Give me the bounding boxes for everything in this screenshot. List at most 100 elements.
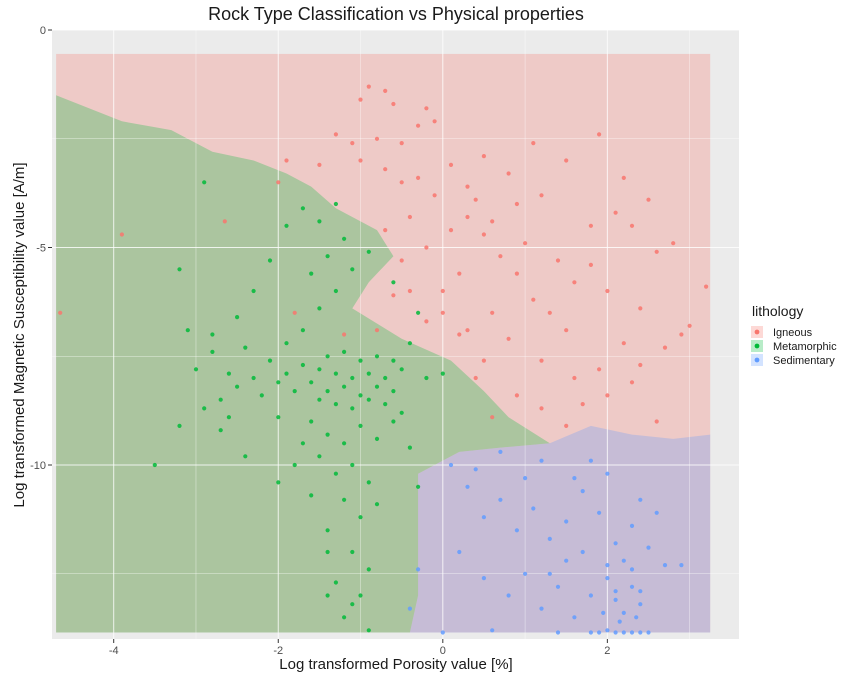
- point-sedimentary: [580, 489, 585, 494]
- region-igneous: [56, 53, 711, 633]
- point-metamorphic: [416, 310, 421, 315]
- point-metamorphic: [358, 515, 363, 520]
- point-metamorphic: [325, 528, 330, 533]
- point-igneous: [646, 197, 651, 202]
- point-igneous: [473, 375, 478, 381]
- point-igneous: [490, 415, 495, 420]
- point-igneous: [481, 232, 486, 237]
- point-metamorphic: [333, 402, 338, 407]
- point-igneous: [580, 402, 585, 407]
- point-igneous: [490, 219, 495, 224]
- point-metamorphic: [317, 306, 322, 311]
- point-igneous: [366, 84, 371, 89]
- point-metamorphic: [366, 371, 371, 376]
- point-igneous: [654, 419, 659, 424]
- point-igneous: [704, 284, 709, 289]
- point-igneous: [547, 310, 552, 315]
- point-sedimentary: [498, 449, 503, 454]
- point-igneous: [276, 180, 281, 185]
- point-metamorphic: [243, 345, 248, 350]
- y-tick-label: -5: [36, 243, 46, 255]
- point-sedimentary: [531, 506, 536, 511]
- point-metamorphic: [284, 223, 289, 228]
- decision-regions: [56, 53, 711, 633]
- point-sedimentary: [547, 571, 552, 576]
- point-igneous: [498, 254, 503, 259]
- point-igneous: [490, 310, 495, 315]
- point-metamorphic: [276, 480, 281, 485]
- point-metamorphic: [210, 349, 215, 354]
- point-igneous: [465, 328, 470, 333]
- point-igneous: [588, 223, 594, 228]
- point-sedimentary: [646, 630, 651, 635]
- point-metamorphic: [342, 497, 347, 502]
- point-metamorphic: [366, 249, 371, 254]
- point-metamorphic: [350, 406, 355, 411]
- point-igneous: [572, 375, 577, 381]
- point-metamorphic: [399, 367, 404, 372]
- point-metamorphic: [358, 393, 363, 398]
- point-metamorphic: [366, 567, 371, 572]
- point-metamorphic: [333, 471, 338, 476]
- point-igneous: [514, 201, 520, 207]
- point-igneous: [432, 193, 437, 198]
- point-igneous: [383, 167, 388, 172]
- point-sedimentary: [638, 497, 643, 502]
- point-sedimentary: [473, 467, 478, 472]
- point-igneous: [374, 328, 380, 333]
- point-igneous: [465, 184, 470, 189]
- point-metamorphic: [350, 267, 355, 272]
- point-metamorphic: [366, 480, 371, 485]
- point-metamorphic: [185, 328, 190, 333]
- gridlines: [52, 29, 739, 639]
- point-igneous: [588, 262, 594, 267]
- point-igneous: [629, 223, 635, 228]
- point-igneous: [523, 241, 528, 246]
- legend-dot-igneous: [754, 329, 760, 335]
- point-metamorphic: [317, 219, 322, 224]
- point-igneous: [555, 258, 561, 263]
- point-igneous: [358, 158, 363, 163]
- point-metamorphic: [267, 258, 273, 263]
- point-sedimentary: [572, 476, 577, 481]
- point-metamorphic: [226, 415, 231, 420]
- point-igneous: [358, 97, 363, 102]
- point-sedimentary: [523, 571, 528, 576]
- point-metamorphic: [374, 436, 380, 441]
- point-igneous: [399, 180, 404, 185]
- point-igneous: [407, 214, 412, 220]
- point-sedimentary: [407, 606, 412, 611]
- point-metamorphic: [391, 280, 396, 285]
- point-sedimentary: [555, 630, 561, 635]
- y-axis-title: Log transformed Magnetic Susceptibility …: [11, 162, 28, 507]
- point-igneous: [564, 423, 569, 428]
- point-sedimentary: [621, 630, 626, 635]
- point-igneous: [424, 245, 429, 250]
- point-metamorphic: [309, 380, 314, 385]
- point-igneous: [613, 210, 618, 215]
- point-metamorphic: [440, 371, 445, 376]
- point-sedimentary: [613, 630, 618, 635]
- point-metamorphic: [284, 341, 289, 346]
- point-igneous: [597, 367, 602, 372]
- point-igneous: [448, 228, 454, 233]
- point-igneous: [539, 193, 544, 198]
- plot-panel: [52, 30, 739, 639]
- point-sedimentary: [634, 615, 639, 620]
- point-sedimentary: [514, 528, 520, 533]
- point-metamorphic: [391, 419, 396, 424]
- point-sedimentary: [605, 563, 610, 568]
- point-sedimentary: [638, 630, 643, 635]
- point-metamorphic: [292, 462, 297, 468]
- point-metamorphic: [300, 328, 305, 333]
- point-metamorphic: [342, 441, 347, 446]
- point-metamorphic: [210, 332, 215, 337]
- legend: lithology Igneous Metamorphic Sedimentary: [751, 303, 837, 367]
- point-igneous: [440, 288, 445, 294]
- point-metamorphic: [416, 484, 421, 489]
- point-metamorphic: [342, 236, 347, 241]
- point-sedimentary: [597, 630, 602, 635]
- point-sedimentary: [597, 510, 602, 515]
- point-sedimentary: [662, 563, 668, 568]
